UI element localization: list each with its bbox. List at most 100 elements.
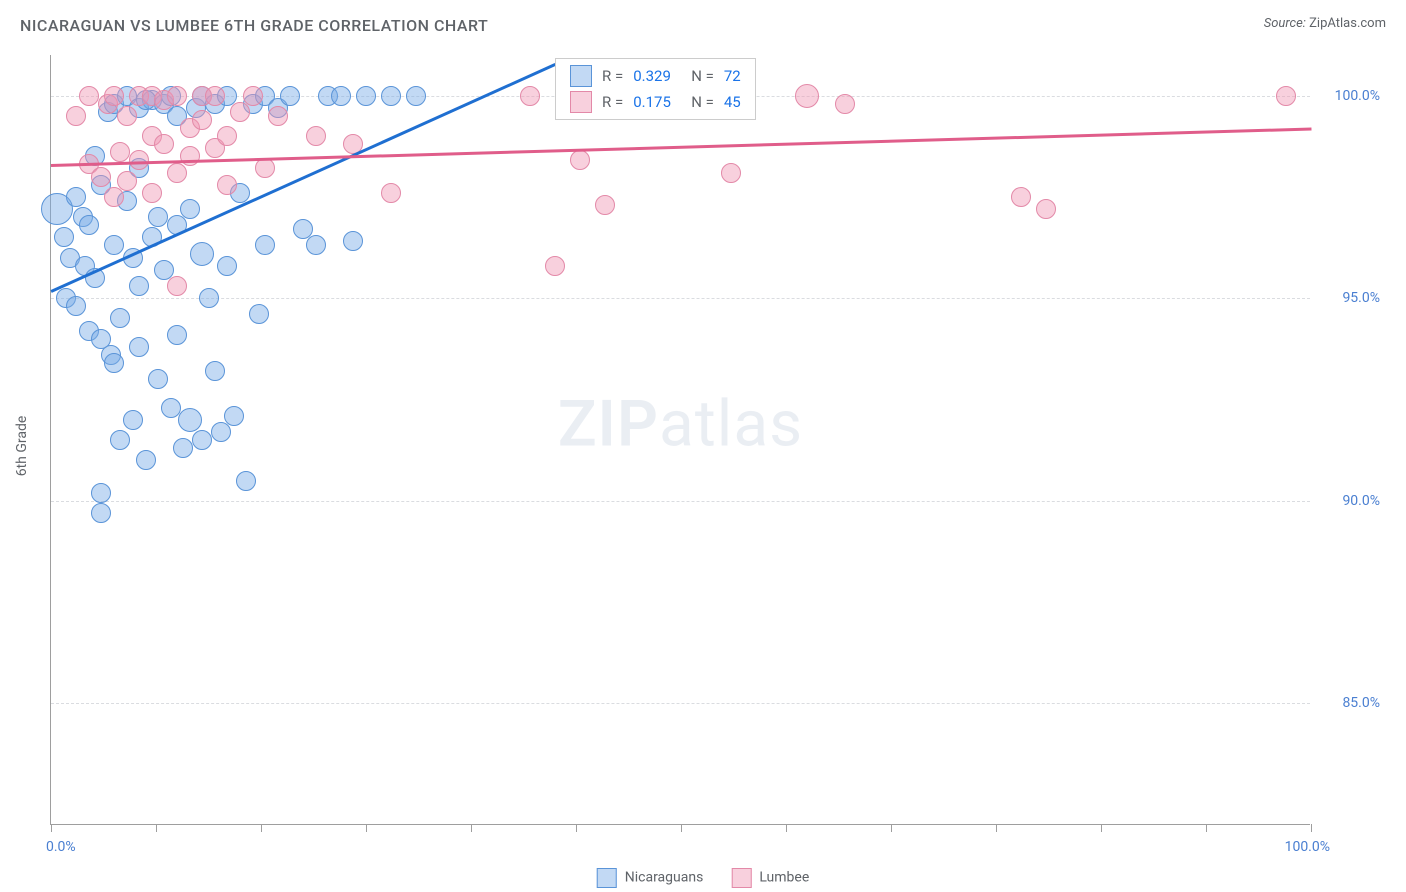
data-point xyxy=(243,86,263,106)
data-point xyxy=(1276,86,1296,106)
data-point xyxy=(406,86,426,106)
data-point xyxy=(154,134,174,154)
legend-item: Nicaraguans xyxy=(597,868,704,888)
gridline xyxy=(51,703,1310,704)
data-point xyxy=(104,235,124,255)
series-swatch xyxy=(570,65,592,87)
x-tick xyxy=(366,824,367,832)
legend-label: Lumbee xyxy=(759,870,809,886)
x-tick xyxy=(1206,824,1207,832)
stats-row: R =0.329N =72 xyxy=(556,63,755,89)
data-point xyxy=(205,361,225,381)
data-point xyxy=(255,158,275,178)
data-point xyxy=(236,471,256,491)
legend-item: Lumbee xyxy=(731,868,809,888)
data-point xyxy=(79,86,99,106)
x-min-label: 0.0% xyxy=(46,839,76,855)
data-point xyxy=(192,430,212,450)
gridline xyxy=(51,501,1310,502)
stat-n-label: N = xyxy=(691,93,714,111)
data-point xyxy=(110,430,130,450)
data-point xyxy=(79,215,99,235)
data-point xyxy=(167,325,187,345)
y-axis-label: 6th Grade xyxy=(14,416,30,477)
data-point xyxy=(178,408,202,432)
y-tick-label: 90.0% xyxy=(1320,493,1380,509)
data-point xyxy=(795,84,819,108)
stat-n-label: N = xyxy=(691,67,714,85)
source-value: ZipAtlas.com xyxy=(1309,16,1386,31)
x-tick xyxy=(891,824,892,832)
data-point xyxy=(167,276,187,296)
data-point xyxy=(148,207,168,227)
trend-line xyxy=(51,128,1311,167)
data-point xyxy=(167,163,187,183)
stat-r-label: R = xyxy=(602,93,623,111)
stat-n-value: 45 xyxy=(724,93,741,111)
data-point xyxy=(835,94,855,114)
data-point xyxy=(249,304,269,324)
data-point xyxy=(1036,199,1056,219)
data-point xyxy=(343,231,363,251)
data-point xyxy=(66,106,86,126)
watermark: ZIPatlas xyxy=(558,387,803,462)
y-tick-label: 100.0% xyxy=(1320,88,1380,104)
chart-header: NICARAGUAN VS LUMBEE 6TH GRADE CORRELATI… xyxy=(20,16,1386,46)
data-point xyxy=(190,242,214,266)
data-point xyxy=(230,102,250,122)
data-point xyxy=(192,110,212,130)
x-tick xyxy=(681,824,682,832)
x-max-label: 100.0% xyxy=(1285,839,1330,855)
data-point xyxy=(104,353,124,373)
scatter-plot: ZIPatlas 85.0%90.0%95.0%100.0% xyxy=(50,55,1310,825)
data-point xyxy=(110,308,130,328)
data-point xyxy=(381,86,401,106)
data-point xyxy=(306,126,326,146)
x-tick xyxy=(261,824,262,832)
legend: Nicaraguans Lumbee xyxy=(597,868,810,888)
legend-label: Nicaraguans xyxy=(625,870,704,886)
data-point xyxy=(167,86,187,106)
data-point xyxy=(180,199,200,219)
data-point xyxy=(136,450,156,470)
x-tick xyxy=(1101,824,1102,832)
data-point xyxy=(255,235,275,255)
data-point xyxy=(1011,187,1031,207)
stat-r-label: R = xyxy=(602,67,623,85)
data-point xyxy=(217,256,237,276)
data-point xyxy=(721,163,741,183)
stats-row: R = 0.175 N = 45 xyxy=(556,89,755,115)
legend-swatch xyxy=(731,868,751,888)
gridline xyxy=(51,298,1310,299)
watermark-atlas: atlas xyxy=(659,387,803,462)
stats-legend-box: R =0.329N =72R =0.175N =45 xyxy=(555,58,756,120)
watermark-zip: ZIP xyxy=(558,387,659,462)
x-tick xyxy=(996,824,997,832)
legend-swatch xyxy=(597,868,617,888)
data-point xyxy=(224,406,244,426)
data-point xyxy=(91,483,111,503)
data-point xyxy=(142,183,162,203)
data-point xyxy=(104,187,124,207)
data-point xyxy=(280,86,300,106)
source-attribution: Source: ZipAtlas.com xyxy=(1264,16,1386,31)
stat-r-value: 0.175 xyxy=(633,93,681,111)
data-point xyxy=(54,227,74,247)
data-point xyxy=(356,86,376,106)
data-point xyxy=(148,369,168,389)
data-point xyxy=(117,106,137,126)
data-point xyxy=(595,195,615,215)
data-point xyxy=(91,167,111,187)
x-tick xyxy=(51,824,52,832)
data-point xyxy=(199,288,219,308)
chart-title: NICARAGUAN VS LUMBEE 6TH GRADE CORRELATI… xyxy=(20,16,488,35)
data-point xyxy=(173,438,193,458)
data-point xyxy=(217,175,237,195)
x-tick xyxy=(576,824,577,832)
x-tick xyxy=(156,824,157,832)
series-swatch xyxy=(570,91,592,113)
stat-n-value: 72 xyxy=(724,67,741,85)
data-point xyxy=(381,183,401,203)
data-point xyxy=(129,276,149,296)
data-point xyxy=(104,86,124,106)
